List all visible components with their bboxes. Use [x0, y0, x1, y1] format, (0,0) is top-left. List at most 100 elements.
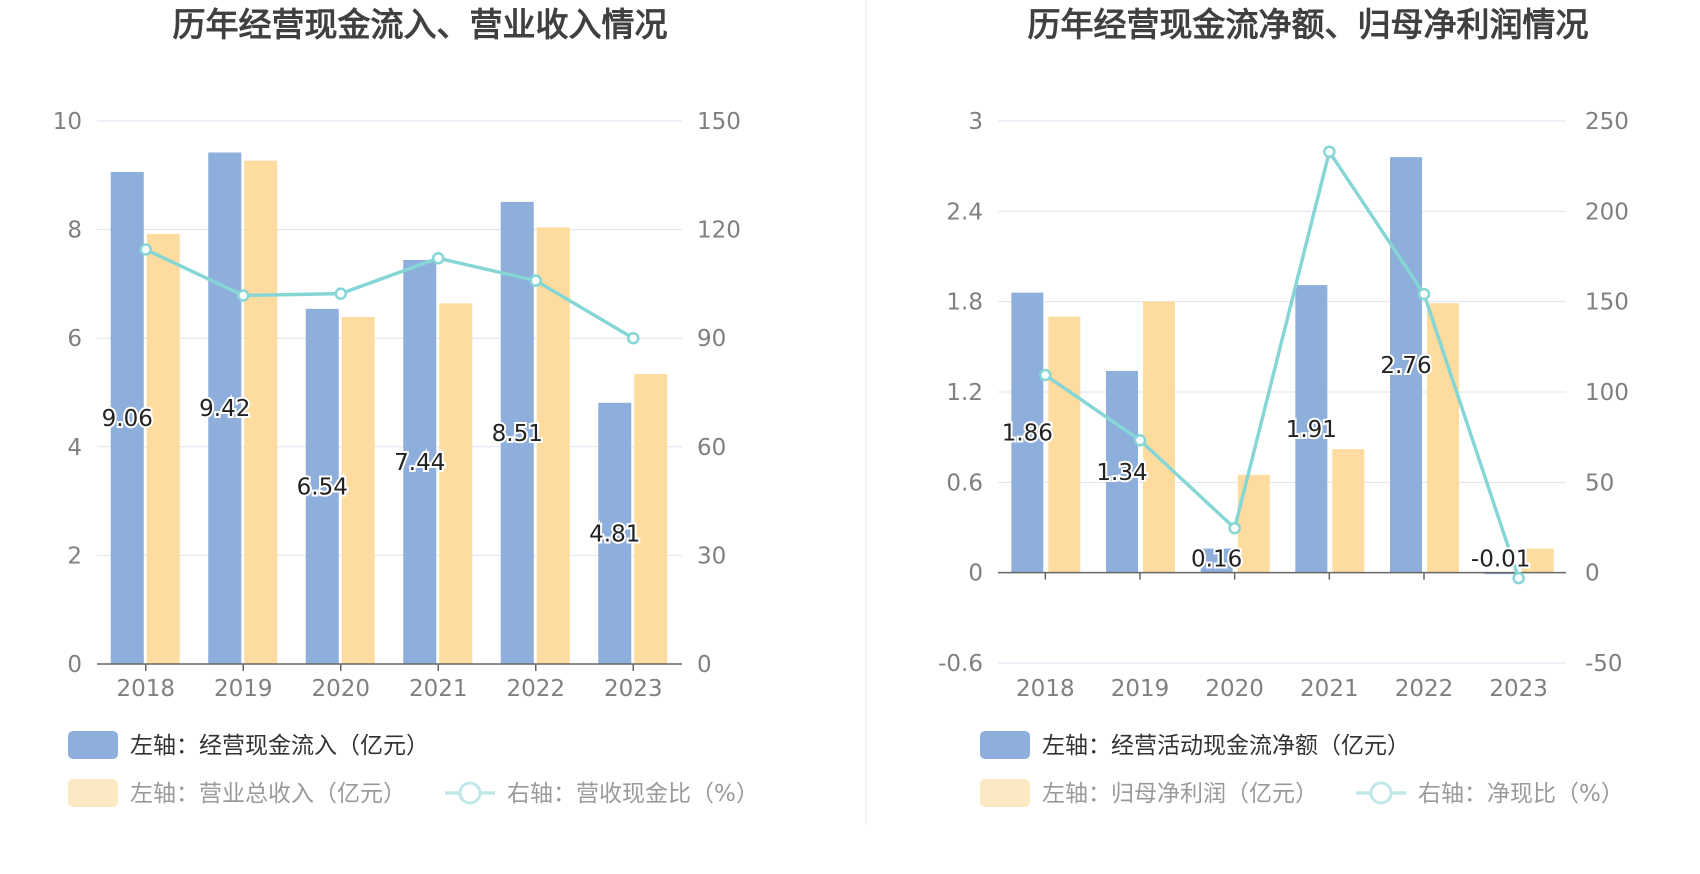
legend-label: 左轴：营业总收入（亿元） — [130, 781, 406, 807]
line-point — [237, 289, 250, 302]
x-tick-label: 2018 — [116, 676, 175, 702]
y-tick-right: 120 — [697, 218, 741, 244]
bar-series-1 — [598, 402, 632, 664]
data-label: 2.76 — [1380, 353, 1431, 379]
bar-series-2 — [1332, 449, 1365, 573]
bar-series-2 — [1427, 303, 1459, 573]
y-tick-right: 0 — [697, 652, 712, 678]
x-tick-label: 2022 — [506, 676, 565, 702]
bar-series-1 — [1200, 548, 1233, 573]
line-point — [529, 274, 542, 287]
data-label: 7.44 — [394, 450, 445, 476]
y-tick-left: 0 — [67, 652, 82, 678]
x-tick-label: 2021 — [1300, 676, 1359, 702]
bar-series-2 — [341, 317, 375, 664]
legend-label: 右轴：净现比（%） — [1418, 781, 1624, 807]
line-point — [1512, 571, 1525, 585]
bar-series-2 — [536, 227, 570, 665]
bar-series-2 — [1143, 301, 1175, 573]
y-tick-right: 30 — [697, 543, 726, 569]
x-tick-label: 2023 — [1489, 676, 1548, 702]
bar-series-1 — [110, 172, 144, 665]
bar-series-1 — [208, 152, 242, 664]
x-tick-label: 2022 — [1395, 676, 1454, 702]
y-tick-left: -0.6 — [938, 651, 983, 677]
bar-series-2 — [146, 233, 180, 664]
y-tick-left: 0 — [968, 561, 983, 587]
x-tick-label: 2018 — [1016, 676, 1075, 702]
line-point — [334, 287, 347, 300]
legend-label: 左轴：归母净利润（亿元） — [1042, 781, 1318, 807]
data-label: 1.34 — [1096, 460, 1147, 486]
bar-series-2 — [1521, 548, 1554, 573]
y-tick-left: 10 — [53, 109, 82, 135]
y-tick-right: 150 — [697, 109, 741, 135]
bar-series-2 — [1237, 474, 1270, 573]
y-tick-left: 4 — [67, 435, 82, 461]
line-series — [145, 247, 635, 340]
legend-swatch-bar-2 — [980, 779, 1030, 807]
line-point — [1228, 521, 1241, 535]
line-point — [139, 243, 152, 256]
bar-series-2 — [1048, 316, 1081, 573]
y-tick-left: 6 — [67, 326, 82, 352]
line-point — [627, 331, 640, 345]
y-tick-right: 250 — [1585, 109, 1629, 135]
y-tick-right: 200 — [1585, 199, 1629, 225]
legend-label: 左轴：经营现金流入（亿元） — [130, 733, 429, 759]
x-tick-label: 2019 — [1111, 676, 1170, 702]
legend-swatch-line-marker — [458, 781, 482, 805]
y-tick-left: 3 — [968, 109, 983, 135]
x-tick-label: 2023 — [604, 676, 663, 702]
bar-series-2 — [634, 374, 668, 664]
chart-title: 历年经营现金流净额、归母净利润情况 — [1028, 5, 1589, 44]
y-tick-left: 0.6 — [946, 470, 983, 496]
y-tick-right: 150 — [1585, 290, 1629, 316]
line-point — [432, 251, 445, 265]
legend-label: 右轴：营收现金比（%） — [507, 781, 759, 807]
y-tick-right: 60 — [697, 435, 726, 461]
legend-swatch-bar-1 — [980, 731, 1030, 759]
x-tick-label: 2021 — [409, 676, 468, 702]
data-label: 4.81 — [589, 521, 640, 547]
x-tick-label: 2020 — [311, 676, 370, 702]
y-tick-right: 90 — [697, 326, 726, 352]
data-label: 9.06 — [102, 406, 153, 432]
chart-title: 历年经营现金流入、营业收入情况 — [173, 5, 668, 44]
y-tick-left: 1.2 — [946, 380, 983, 406]
x-tick-label: 2020 — [1205, 676, 1264, 702]
legend-swatch-bar-2 — [68, 779, 118, 807]
y-tick-left: 2.4 — [946, 199, 983, 225]
line-point — [1039, 368, 1052, 382]
bar-series-1 — [1011, 292, 1044, 573]
line-series — [1044, 147, 1521, 579]
data-label: 8.51 — [492, 421, 543, 447]
data-label: 6.54 — [297, 474, 348, 500]
legend-label: 左轴：经营活动现金流净额（亿元） — [1042, 733, 1410, 759]
y-tick-right: 50 — [1585, 470, 1614, 496]
y-tick-right: 100 — [1585, 380, 1629, 406]
y-tick-left: 8 — [67, 218, 82, 244]
bar-series-1 — [1106, 370, 1138, 573]
data-label: -0.01 — [1471, 547, 1531, 573]
data-label: 9.42 — [199, 396, 250, 422]
bar-series-1 — [1484, 572, 1517, 575]
line-point — [1417, 287, 1431, 301]
line-point — [1323, 145, 1336, 158]
y-tick-left: 1.8 — [946, 290, 983, 316]
line-point — [1133, 433, 1147, 447]
bar-series-1 — [403, 260, 437, 664]
y-tick-right: -50 — [1585, 651, 1623, 677]
legend-swatch-bar-1 — [68, 731, 118, 759]
y-tick-right: 0 — [1585, 561, 1600, 587]
bar-series-2 — [244, 160, 278, 664]
bar-series-1 — [305, 308, 339, 664]
y-tick-left: 2 — [67, 543, 82, 569]
legend-swatch-line-marker — [1369, 781, 1393, 805]
bar-series-2 — [439, 303, 473, 664]
bar-series-1 — [1295, 285, 1328, 573]
data-label: 1.91 — [1286, 417, 1337, 443]
bar-series-1 — [1390, 157, 1422, 573]
